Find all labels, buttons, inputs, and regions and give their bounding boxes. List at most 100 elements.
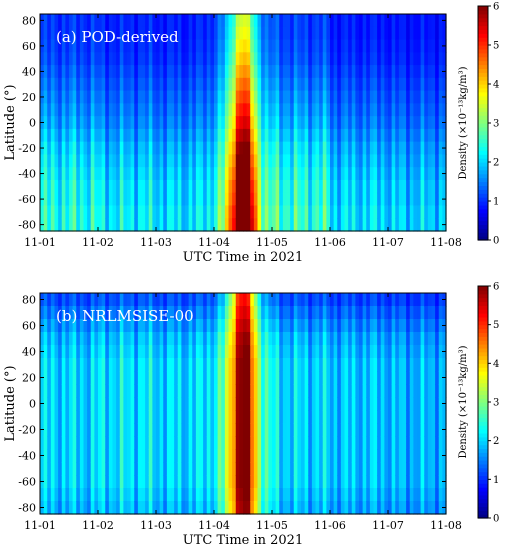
heatmap-cell xyxy=(261,384,266,398)
heatmap-cell xyxy=(206,462,211,476)
heatmap-cell xyxy=(210,319,215,333)
heatmap-cell xyxy=(72,436,77,450)
heatmap-cell xyxy=(141,384,146,398)
heatmap-cell xyxy=(116,423,121,437)
heatmap-cell xyxy=(101,218,106,232)
heatmap-cell xyxy=(72,128,77,143)
heatmap-cell xyxy=(232,141,237,156)
heatmap-cell xyxy=(188,65,193,79)
heatmap-cell xyxy=(351,371,356,385)
heatmap-cell xyxy=(145,423,150,437)
heatmap-cell xyxy=(413,384,418,398)
heatmap-cell xyxy=(170,345,175,359)
heatmap-cell xyxy=(373,358,378,372)
heatmap-cell xyxy=(83,141,88,156)
heatmap-cell xyxy=(90,141,95,156)
heatmap-cell xyxy=(286,167,291,181)
heatmap-cell xyxy=(152,52,157,66)
heatmap-cell xyxy=(214,475,219,489)
heatmap-cell xyxy=(235,167,240,181)
heatmap-cell xyxy=(58,65,63,79)
heatmap-cell xyxy=(145,77,150,92)
heatmap-cell xyxy=(94,332,99,346)
heatmap-cell xyxy=(348,345,353,359)
heatmap-cell xyxy=(50,423,56,437)
heatmap-cell xyxy=(322,462,327,476)
heatmap-cell xyxy=(185,52,190,66)
heatmap-cell xyxy=(413,462,418,476)
heatmap-cell xyxy=(112,462,117,476)
heatmap-cell xyxy=(279,501,284,515)
heatmap-cell xyxy=(293,384,298,398)
colorbar-segment xyxy=(478,301,488,306)
heatmap-cell xyxy=(355,128,360,143)
heatmap-cell xyxy=(185,423,190,437)
heatmap-cell xyxy=(326,14,331,28)
heatmap-cell xyxy=(166,103,172,117)
heatmap-cell xyxy=(435,501,440,515)
heatmap-cell xyxy=(58,192,63,207)
heatmap-cell xyxy=(105,141,110,156)
y-axis-label: Latitude (°) xyxy=(3,84,18,160)
heatmap-cell xyxy=(442,205,447,219)
heatmap-cell xyxy=(377,358,382,372)
heatmap-cell xyxy=(377,384,382,398)
heatmap-cell xyxy=(79,319,85,333)
heatmap-cell xyxy=(195,116,201,130)
heatmap-cell xyxy=(170,52,175,66)
colorbar-segment xyxy=(478,336,488,341)
heatmap-cell xyxy=(344,475,349,489)
heatmap-cell xyxy=(311,319,317,333)
heatmap-cell xyxy=(308,154,313,168)
heatmap-cell xyxy=(123,205,128,219)
heatmap-cell xyxy=(366,410,371,424)
heatmap-cell xyxy=(47,218,52,232)
heatmap-cell xyxy=(47,488,52,502)
heatmap-cell xyxy=(141,218,146,232)
y-tick-label: -60 xyxy=(18,476,36,489)
heatmap-cell xyxy=(409,345,414,359)
heatmap-cell xyxy=(311,410,317,424)
heatmap-cell xyxy=(380,26,385,41)
heatmap-cell xyxy=(156,423,161,437)
heatmap-cell xyxy=(145,436,150,450)
heatmap-cell xyxy=(427,205,433,219)
heatmap-cell xyxy=(308,141,313,156)
heatmap-cell xyxy=(261,488,266,502)
heatmap-cell xyxy=(431,371,436,385)
heatmap-cell xyxy=(137,423,143,437)
heatmap-cell xyxy=(199,475,204,489)
heatmap-cell xyxy=(98,141,103,156)
heatmap-cell xyxy=(272,141,277,156)
heatmap-cell xyxy=(362,410,367,424)
heatmap-cell xyxy=(257,332,262,346)
heatmap-cell xyxy=(261,397,266,411)
heatmap-cell xyxy=(152,205,157,219)
heatmap-cell xyxy=(409,116,414,130)
heatmap-cell xyxy=(181,39,186,53)
heatmap-cell xyxy=(297,358,302,372)
heatmap-cell xyxy=(304,179,309,194)
heatmap-cell xyxy=(87,39,92,53)
heatmap-cell xyxy=(105,90,110,104)
colorbar-segment xyxy=(478,111,488,116)
heatmap-cell xyxy=(275,410,280,424)
heatmap-cell xyxy=(181,154,186,168)
heatmap-cell xyxy=(228,77,233,92)
heatmap-cell xyxy=(141,488,146,502)
heatmap-cell xyxy=(315,462,320,476)
heatmap-cell xyxy=(424,436,429,450)
heatmap-cell xyxy=(435,436,440,450)
heatmap-cell xyxy=(47,179,52,194)
heatmap-cell xyxy=(239,65,244,79)
heatmap-cell xyxy=(351,179,356,194)
heatmap-cell xyxy=(359,397,364,411)
heatmap-cell xyxy=(65,332,70,346)
heatmap-cell xyxy=(174,205,179,219)
heatmap-cell xyxy=(293,436,298,450)
heatmap-cell xyxy=(420,384,425,398)
heatmap-cell xyxy=(377,397,382,411)
heatmap-cell xyxy=(199,501,204,515)
heatmap-cell xyxy=(257,358,262,372)
colorbar-segment xyxy=(478,48,488,54)
